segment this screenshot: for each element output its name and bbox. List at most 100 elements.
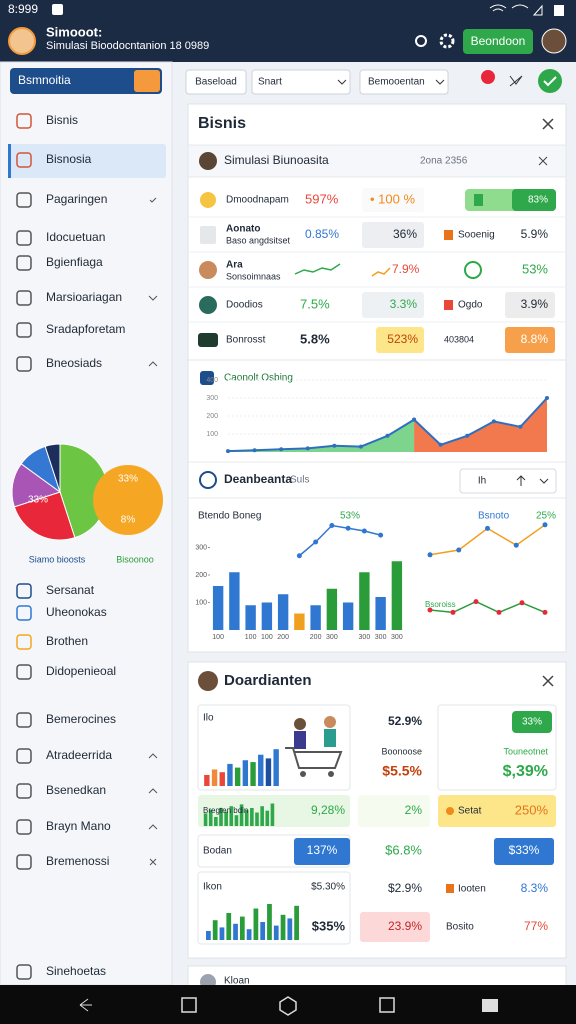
settings-button[interactable] <box>439 33 455 49</box>
menu-item[interactable]: Bgienfiaga <box>46 255 103 269</box>
menu-item[interactable]: Atradeerrida <box>46 748 112 762</box>
menu-item[interactable]: Sradapforetam <box>46 322 125 336</box>
mini-bar <box>203 813 208 826</box>
button-label: Ih <box>478 476 486 487</box>
menu-item[interactable]: Marsioariagan <box>46 290 122 304</box>
close-button[interactable] <box>542 118 554 130</box>
point <box>361 528 367 534</box>
card-icon <box>446 807 454 815</box>
menu-item[interactable]: Brayn Mano <box>46 819 111 833</box>
x-tick-label: 100 <box>245 634 257 641</box>
point <box>296 553 302 559</box>
button-icons[interactable] <box>516 475 549 486</box>
menu-item[interactable]: Sinehoetas <box>46 964 106 978</box>
menu-icon <box>16 783 32 799</box>
status-button[interactable] <box>415 35 427 47</box>
y-tick-label: 300 <box>195 544 207 551</box>
menu-item[interactable]: Brothen <box>46 634 88 648</box>
check-icon <box>543 76 557 87</box>
cell-bg <box>362 222 424 248</box>
card-value: $2.9% <box>388 881 422 895</box>
caret <box>435 79 445 85</box>
nav-button[interactable] <box>379 997 395 1013</box>
toolbar-dropdown[interactable] <box>251 69 351 95</box>
tool-icon[interactable] <box>509 75 523 87</box>
menu-icon <box>16 356 32 372</box>
status-icons <box>489 4 543 16</box>
mini-bar <box>227 763 233 786</box>
selector-badge[interactable] <box>134 70 160 92</box>
mini-bar <box>208 809 213 826</box>
mini-bar <box>211 769 218 786</box>
nav-back[interactable] <box>79 998 92 1012</box>
confirm-button[interactable] <box>538 69 562 93</box>
mini-bar <box>219 808 223 826</box>
card-label: Bodan <box>203 846 232 857</box>
card-charts <box>203 749 299 940</box>
avatar[interactable] <box>8 27 36 55</box>
button[interactable] <box>494 838 554 865</box>
mini-bar <box>234 815 239 826</box>
mini-bar <box>287 918 293 940</box>
bar <box>212 586 224 630</box>
nav-button[interactable] <box>482 999 498 1012</box>
app-title: Simooot: <box>46 24 102 39</box>
cell-icon <box>444 300 453 310</box>
battery <box>554 5 564 16</box>
menu-icon <box>16 583 32 599</box>
primary-button[interactable] <box>463 29 533 54</box>
bar <box>277 594 289 630</box>
user-avatar[interactable] <box>541 28 567 54</box>
mini-bar <box>219 927 225 940</box>
toolbar-dropdown[interactable] <box>359 69 449 95</box>
row-name: Dmoodnapam <box>226 195 289 206</box>
cell: 36% <box>393 227 417 241</box>
sidebar-selector[interactable] <box>10 68 162 94</box>
toolbar-button-label: Baseload <box>195 77 237 88</box>
menu-icon <box>16 290 32 306</box>
toolbar-button[interactable] <box>185 69 247 95</box>
button-group[interactable] <box>459 468 557 494</box>
card-value: 2% <box>405 803 423 817</box>
card <box>358 795 430 827</box>
point <box>427 552 433 558</box>
menu-item[interactable]: Bremenossi <box>46 854 109 868</box>
nav-home[interactable] <box>279 996 297 1016</box>
menu-item[interactable]: Pagaringen <box>46 192 107 206</box>
point <box>473 599 479 605</box>
menu-item[interactable]: Bsenedkan <box>46 783 106 797</box>
close-button[interactable] <box>542 675 554 687</box>
point <box>385 433 390 438</box>
pill <box>512 711 552 733</box>
nav-button[interactable] <box>181 997 197 1013</box>
x-tick-label: 100 <box>261 634 273 641</box>
card-value: 77% <box>524 919 548 933</box>
area-line <box>413 397 548 446</box>
mini-bar <box>250 762 256 786</box>
y-tick-label: 400 <box>206 377 218 384</box>
menu-item[interactable]: Uheonokas <box>46 605 107 619</box>
menu-item[interactable]: Sersanat <box>46 583 95 597</box>
chevron <box>149 197 157 203</box>
menu-item[interactable]: Idocuetuan <box>46 230 105 244</box>
pie-label: 33% <box>118 474 138 485</box>
row-sub: Sonsoimnaas <box>226 271 281 281</box>
menu-item[interactable]: Bneosiads <box>46 356 102 370</box>
cell-bg <box>505 292 555 318</box>
notification-badge[interactable] <box>481 70 495 84</box>
point <box>450 609 456 615</box>
card-label: Iooten <box>458 884 486 895</box>
card-value: $6.8% <box>385 842 422 857</box>
pie-slice <box>13 491 76 541</box>
menu-item[interactable]: Bisnis <box>46 113 78 127</box>
menu-item[interactable]: Didopenieoal <box>46 664 116 678</box>
menu-item[interactable]: Bisnosia <box>46 152 92 166</box>
close-button[interactable] <box>538 156 548 166</box>
cell-bg <box>376 327 424 353</box>
button[interactable] <box>294 838 350 865</box>
cell: 3.9% <box>521 297 549 311</box>
card-label: Setat <box>458 806 482 817</box>
chevron <box>149 858 157 866</box>
menu-item[interactable]: Bemerocines <box>46 712 116 726</box>
